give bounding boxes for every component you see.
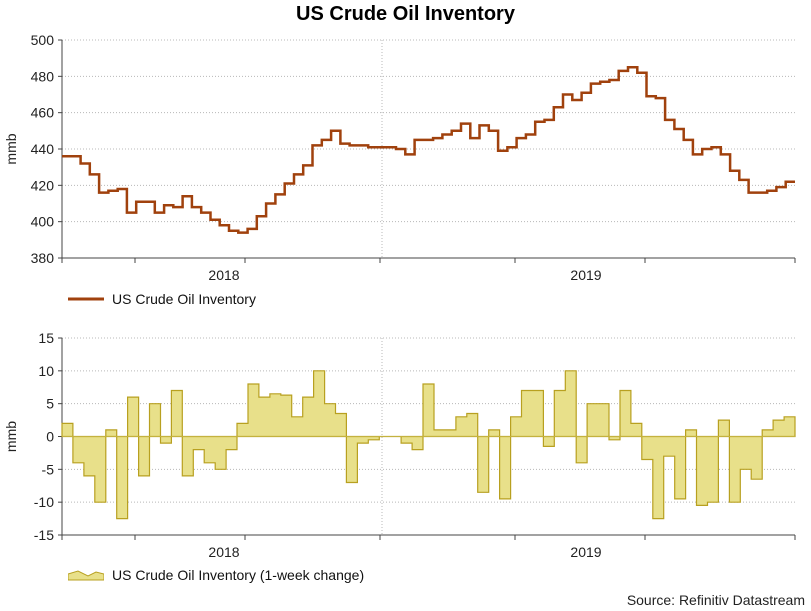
y-axis-label: mmb (3, 421, 19, 452)
y-tick-label: 460 (31, 105, 55, 121)
x-tick-label: 2018 (208, 544, 239, 560)
y-tick-label: -15 (34, 527, 54, 543)
y-tick-label: 480 (31, 68, 55, 84)
x-tick-label: 2019 (570, 544, 601, 560)
series-area-weekly-change (61, 370, 796, 520)
y-tick-label: 420 (31, 177, 55, 193)
y-tick-label: 10 (38, 363, 54, 379)
x-tick-label: 2019 (570, 267, 601, 283)
legend-top-label: US Crude Oil Inventory (112, 291, 256, 307)
legend-area-swatch (68, 570, 104, 581)
legend-bottom: US Crude Oil Inventory (1-week change) (68, 567, 364, 583)
y-tick-label: -10 (34, 494, 54, 510)
y-tick-label: 500 (31, 32, 55, 48)
y-tick-label: 440 (31, 141, 55, 157)
chart-title: US Crude Oil Inventory (296, 3, 515, 25)
legend-line-swatch (68, 297, 104, 301)
y-tick-label: 0 (46, 429, 54, 445)
bottom-chart: -15 -10 -5 0 5 10 15 2018 2019 mmb (3, 330, 796, 560)
legend-bottom-label: US Crude Oil Inventory (1-week change) (112, 567, 365, 583)
legend-top: US Crude Oil Inventory (68, 291, 256, 307)
y-tick-label: -5 (42, 461, 55, 477)
y-tick-label: 5 (46, 396, 54, 412)
y-tick-label: 380 (31, 250, 55, 266)
y-tick-label: 400 (31, 214, 55, 230)
top-chart: 380 400 420 440 460 480 500 2018 2019 mmb (3, 32, 796, 283)
series-line-inventory (62, 66, 795, 234)
source-note: Source: Refinitiv Datastream (626, 592, 805, 608)
y-tick-label: 15 (38, 330, 54, 346)
x-tick-label: 2018 (208, 267, 239, 283)
y-axis-label: mmb (3, 133, 19, 164)
